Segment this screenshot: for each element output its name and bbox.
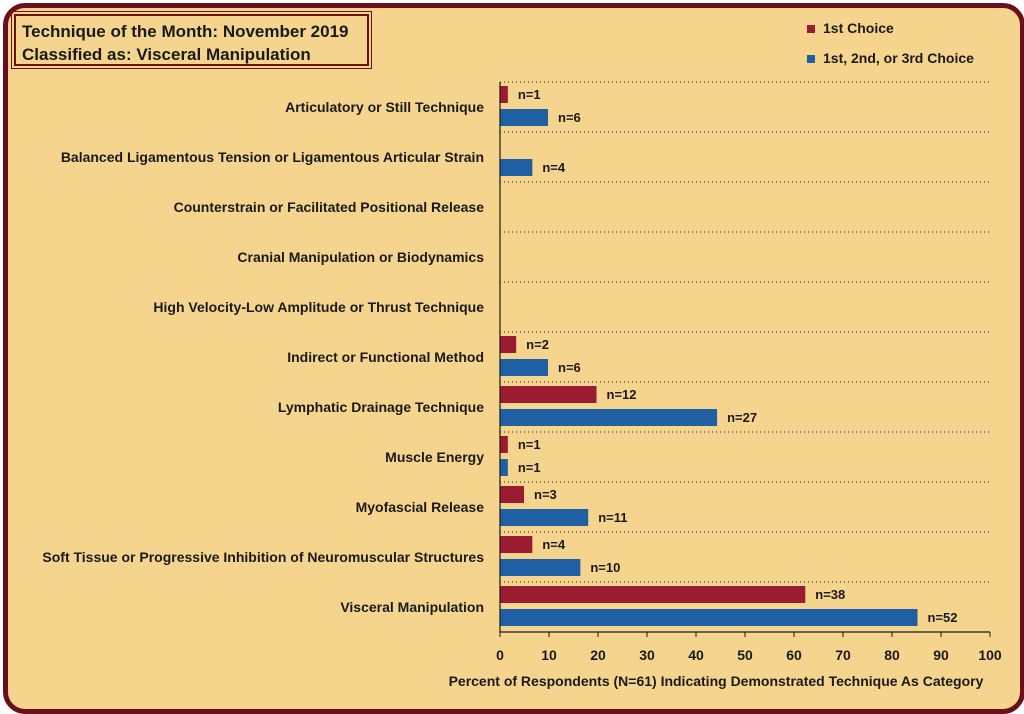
x-tick-label: 90 — [933, 647, 949, 663]
bar — [500, 386, 597, 403]
data-label: n=10 — [590, 560, 620, 575]
data-label: n=3 — [534, 487, 557, 502]
bar — [500, 409, 718, 426]
x-tick-label: 0 — [496, 647, 504, 663]
category-label: Articulatory or Still Technique — [285, 99, 484, 115]
data-label: n=1 — [518, 87, 541, 102]
data-label: n=52 — [927, 610, 957, 625]
data-label: n=4 — [542, 537, 566, 552]
legend-label: 1st Choice — [823, 20, 894, 36]
bar — [500, 559, 581, 576]
legend-label: 1st, 2nd, or 3rd Choice — [823, 50, 974, 66]
category-label: High Velocity-Low Amplitude or Thrust Te… — [153, 299, 484, 315]
bar — [500, 609, 918, 626]
category-label: Visceral Manipulation — [340, 599, 484, 615]
data-label: n=27 — [727, 410, 757, 425]
x-tick-label: 50 — [737, 647, 753, 663]
bar — [500, 336, 517, 353]
category-label: Balanced Ligamentous Tension or Ligament… — [61, 149, 484, 165]
bar — [500, 509, 589, 526]
x-tick-label: 60 — [786, 647, 802, 663]
x-tick-label: 20 — [590, 647, 606, 663]
bar — [500, 486, 525, 503]
bar — [500, 359, 549, 376]
category-label: Muscle Energy — [385, 449, 484, 465]
data-label: n=11 — [598, 510, 627, 525]
chart-title: Technique of the Month: November 2019 — [22, 22, 349, 41]
category-label: Indirect or Functional Method — [287, 349, 484, 365]
data-label: n=12 — [607, 387, 637, 402]
chart-title-box: Technique of the Month: November 2019 Cl… — [11, 11, 372, 69]
category-label: Myofascial Release — [356, 499, 485, 515]
x-tick-label: 30 — [639, 647, 655, 663]
bar — [500, 436, 508, 453]
data-label: n=6 — [558, 110, 581, 125]
bar — [500, 459, 508, 476]
data-label: n=2 — [526, 337, 549, 352]
chart-subtitle: Classified as: Visceral Manipulation — [22, 45, 311, 64]
x-tick-label: 40 — [688, 647, 704, 663]
category-label: Lymphatic Drainage Technique — [278, 399, 484, 415]
bar — [500, 586, 806, 603]
x-tick-label: 100 — [978, 647, 1002, 663]
legend-swatch — [807, 55, 815, 63]
x-tick-label: 70 — [835, 647, 851, 663]
category-label: Counterstrain or Facilitated Positional … — [174, 199, 485, 215]
bar — [500, 86, 508, 103]
data-label: n=6 — [558, 360, 581, 375]
category-label: Cranial Manipulation or Biodynamics — [237, 249, 484, 265]
data-label: n=38 — [815, 587, 845, 602]
category-label: Soft Tissue or Progressive Inhibition of… — [42, 549, 484, 565]
data-label: n=1 — [518, 437, 541, 452]
x-axis-title: Percent of Respondents (N=61) Indicating… — [449, 673, 984, 689]
data-label: n=1 — [518, 460, 541, 475]
bar — [500, 159, 533, 176]
bar — [500, 536, 533, 553]
x-tick-label: 10 — [541, 647, 557, 663]
legend-swatch — [807, 25, 815, 33]
x-tick-label: 80 — [884, 647, 900, 663]
data-label: n=4 — [542, 160, 566, 175]
bar — [500, 109, 549, 126]
